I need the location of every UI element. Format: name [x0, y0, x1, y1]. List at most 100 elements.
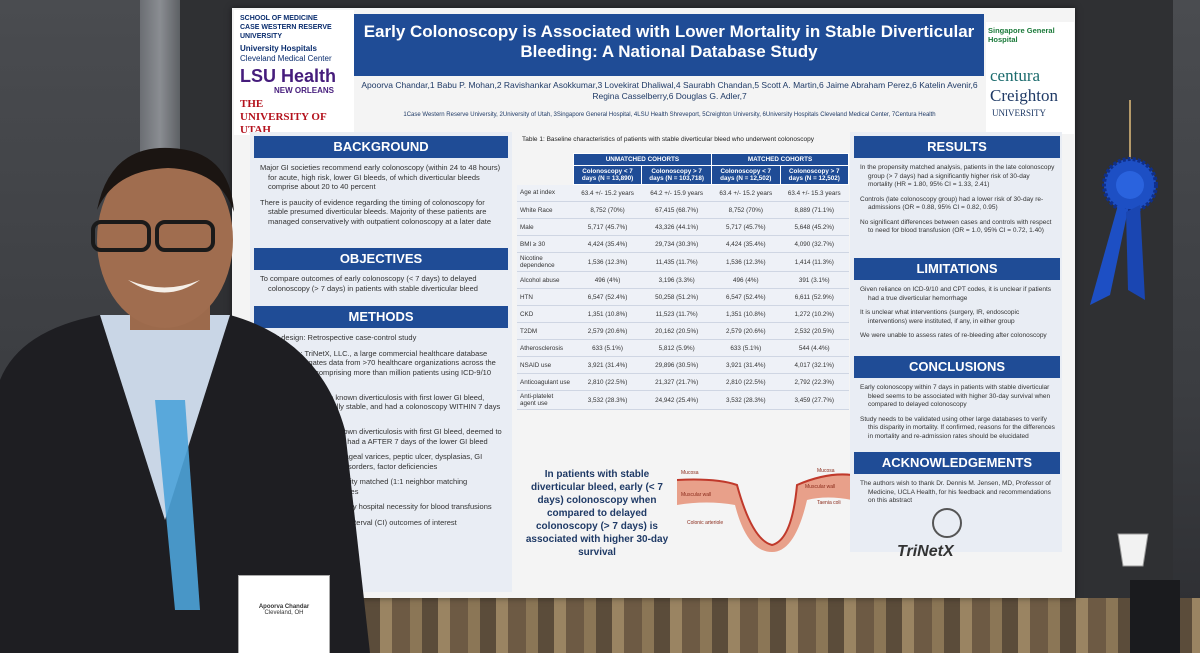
- table-row: Alcohol abuse 496 (4%) 3,196 (3.3%) 496 (4%…: [517, 271, 849, 289]
- easel-leg: [1130, 580, 1180, 653]
- row-label: HTN: [517, 288, 574, 306]
- row-label: Male: [517, 218, 574, 236]
- lsu-logo: LSU Health: [240, 66, 337, 86]
- table-cell: 24,942 (25.4%): [641, 390, 712, 410]
- row-label: CKD: [517, 305, 574, 323]
- results-body: In the propensity matched analysis, pati…: [860, 164, 1056, 242]
- trinetx-logo-mark: [932, 508, 962, 538]
- table-cell: 633 (5.1%): [573, 339, 642, 357]
- objectives-point: To compare outcomes of early colonoscopy…: [260, 274, 478, 293]
- table-cell: 29,734 (30.3%): [641, 235, 712, 253]
- table-row: Atherosclerosis 633 (5.1%) 5,812 (5.9%) 633…: [517, 339, 849, 357]
- table-body: Age at index 63.4 +/- 15.2 years 64.2 +/- …: [517, 184, 849, 410]
- cwru-logo: SCHOOL OF MEDICINE CASE WESTERN RESERVE …: [240, 14, 354, 41]
- glasses-right: [155, 220, 215, 252]
- table-cell: 43,326 (44.1%): [641, 218, 712, 236]
- table-row: CKD 1,351 (10.8%) 11,523 (11.7%) 1,351 (10.…: [517, 305, 849, 323]
- methods-point: Study design: Retrospective case-control…: [260, 333, 417, 342]
- table-cell: 1,351 (10.8%): [573, 305, 642, 323]
- table-cell: 1,536 (12.3%): [573, 252, 642, 272]
- row-label: Alcohol abuse: [517, 271, 574, 289]
- conclusions-body: Early colonoscopy within 7 days in patie…: [860, 384, 1056, 447]
- face: [97, 152, 233, 328]
- conclusions-point: Study needs to be validated using other …: [860, 415, 1055, 440]
- creighton-logo: Creighton: [990, 86, 1058, 105]
- results-point: No significant differences between cases…: [860, 218, 1052, 235]
- table-cell: 50,258 (51.2%): [641, 288, 712, 306]
- table-cell: 2,579 (20.6%): [711, 322, 780, 340]
- table-cell: 4,017 (32.1%): [780, 356, 849, 374]
- table-row: White Race 8,752 (70%) 67,415 (68.7%) 8,752…: [517, 201, 849, 219]
- row-label: BMI ≥ 30: [517, 235, 574, 253]
- group-header-unmatched: UNMATCHED COHORTS: [572, 153, 713, 166]
- table-row: Anti-platelet agent use 3,532 (28.3%) 24,9…: [517, 390, 849, 410]
- table-group-row: UNMATCHED COHORTS MATCHED COHORTS: [517, 153, 849, 166]
- table-row: Male 5,717 (45.7%) 43,326 (44.1%) 5,717 (45…: [517, 218, 849, 236]
- label-muscular-right: Muscular wall: [805, 484, 835, 490]
- table-corner: [517, 166, 573, 185]
- label-muscular-left: Muscular wall: [681, 492, 711, 498]
- background-point: There is paucity of evidence regarding t…: [260, 197, 492, 226]
- label-mucosa-right: Mucosa: [817, 468, 835, 474]
- results-point: Controls (late colonoscopy group) had a …: [860, 195, 1044, 212]
- methods-point: 1. 30-day mortality, 2. 30-day hospital …: [260, 502, 492, 511]
- badge-city: Cleveland, OH: [264, 610, 304, 616]
- table-cell: 3,459 (27.7%): [780, 390, 849, 410]
- table-row: NSAID use 3,921 (31.4%) 29,896 (30.5%) 3,92…: [517, 356, 849, 374]
- badge-name: Apoorva Chandar: [258, 604, 310, 610]
- col-header: Colonoscopy > 7 days (N = 103,718): [641, 165, 713, 185]
- table-cell: 63.4 +/- 15.2 years: [711, 184, 780, 202]
- table-cell: 3,921 (31.4%): [711, 356, 780, 374]
- award-ribbon-icon: [1090, 100, 1158, 305]
- left-logos: SCHOOL OF MEDICINE CASE WESTERN RESERVE …: [234, 10, 354, 136]
- results-point: In the propensity matched analysis, pati…: [860, 164, 1055, 188]
- table-cell: 5,717 (45.7%): [711, 218, 780, 236]
- group-header-matched: MATCHED COHORTS: [711, 153, 849, 166]
- limitations-heading: LIMITATIONS: [854, 258, 1060, 280]
- methods-point: Adults ≥ 18 years with known diverticulo…: [260, 427, 502, 446]
- table-cell: 8,752 (70%): [711, 201, 780, 219]
- table-cell: 29,896 (30.5%): [641, 356, 712, 374]
- objectives-heading: OBJECTIVES: [254, 248, 508, 270]
- table-row: BMI ≥ 30 4,424 (35.4%) 29,734 (30.3%) 4,424…: [517, 235, 849, 253]
- row-label: Atherosclerosis: [517, 339, 574, 357]
- uh-sub-text: Cleveland Medical Center: [240, 54, 332, 63]
- table-cell: 3,532 (28.3%): [711, 390, 780, 410]
- limitations-point: It is unclear what interventions (surger…: [860, 309, 1020, 325]
- table-cell: 633 (5.1%): [711, 339, 780, 357]
- table-cell: 2,579 (20.6%): [573, 322, 642, 340]
- table-cell: 391 (3.1%): [780, 271, 849, 289]
- table-cell: 1,414 (11.3%): [780, 252, 849, 272]
- uh-name-text: University Hospitals: [240, 44, 317, 53]
- label-mucosa-left: Mucosa: [681, 470, 699, 476]
- table-cell: 3,921 (31.4%): [573, 356, 642, 374]
- table-row: Age at index 63.4 +/- 15.2 years 64.2 +/- …: [517, 184, 849, 202]
- acknowledgements-body: The authors wish to thank Dr. Dennis M. …: [860, 480, 1056, 512]
- table-cell: 1,351 (10.8%): [711, 305, 780, 323]
- table-cell: 2,792 (22.3%): [780, 373, 849, 391]
- table-cell: 11,523 (11.7%): [641, 305, 712, 323]
- right-logos: Singapore General Hospital centura Creig…: [986, 22, 1074, 134]
- methods-heading: METHODS: [254, 306, 508, 328]
- label-arteriole: Colonic arteriole: [687, 520, 723, 526]
- table-cell: 8,752 (70%): [573, 201, 642, 219]
- table-cell: 4,424 (35.4%): [711, 235, 780, 253]
- row-label: NSAID use: [517, 356, 574, 374]
- smile: [128, 280, 200, 293]
- table-cell: 67,415 (68.7%): [641, 201, 712, 219]
- table-row: T2DM 2,579 (20.6%) 20,162 (20.5%) 2,579 (20…: [517, 322, 849, 340]
- col-header: Colonoscopy < 7 days (N = 13,890): [572, 165, 643, 185]
- mucosa-line: [677, 473, 852, 547]
- background-point: Major GI societies recommend early colon…: [260, 163, 501, 191]
- table-cell: 21,327 (21.7%): [641, 373, 712, 391]
- table-cell: 64.2 +/- 15.9 years: [641, 184, 712, 202]
- sgh-logo: Singapore General Hospital: [988, 26, 1055, 44]
- row-label: Anti-platelet agent use: [517, 390, 574, 410]
- background-body: Major GI societies recommend early colon…: [260, 163, 502, 232]
- acknowledgements-heading: ACKNOWLEDGEMENTS: [854, 452, 1060, 474]
- presenter-person: [0, 147, 370, 653]
- glasses-left: [91, 220, 151, 252]
- baseline-table: UNMATCHED COHORTS MATCHED COHORTS Colono…: [517, 153, 849, 410]
- limitations-body: Given reliance on ICD-9/10 and CPT codes…: [860, 286, 1056, 347]
